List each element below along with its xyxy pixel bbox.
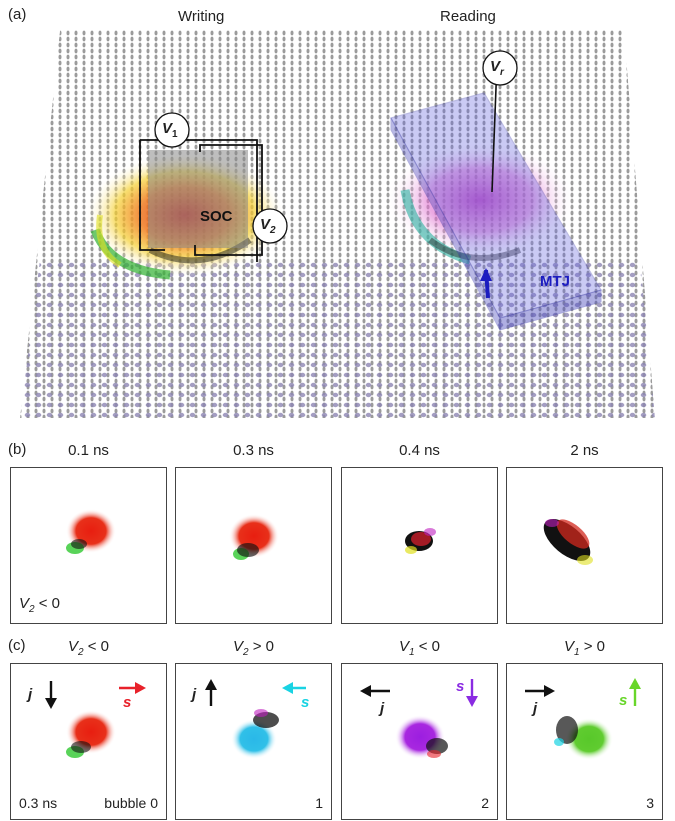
voltage-note: V2 < 0 — [19, 595, 61, 615]
time-label-1: 0.1 ns — [68, 442, 109, 459]
time-label-3: 0.4 ns — [399, 442, 440, 459]
snapshot-panel-c4: j s 3 — [506, 663, 663, 820]
snapshot-panel-b2 — [175, 467, 332, 624]
reading-bubble — [385, 142, 575, 265]
condition-title-1: V2 < 0 — [67, 638, 109, 658]
v1-callout — [154, 112, 190, 148]
v1-label: V1 — [162, 120, 178, 140]
j-label: j — [533, 700, 538, 717]
snapshot-panel-b3 — [341, 467, 498, 624]
j-label: j — [28, 686, 33, 703]
bubble-label-2: 2 — [481, 795, 489, 811]
bubble-image — [229, 514, 279, 560]
time-label-2: 0.3 ns — [233, 442, 274, 459]
snapshot-panel-c1: j s 0.3 ns bubble 0 — [10, 663, 167, 820]
j-label: j — [380, 700, 385, 717]
reading-title: Reading — [440, 8, 496, 25]
s-label: s — [456, 678, 465, 695]
condition-title-3: V1 < 0 — [398, 638, 440, 658]
condition-title-2: V2 > 0 — [232, 638, 274, 658]
bubble-image — [205, 679, 306, 759]
vr-label: Vr — [490, 58, 504, 78]
mtj-device — [390, 61, 602, 331]
v2-label: V2 — [260, 216, 276, 236]
bubble-image — [543, 519, 593, 565]
bubble-label-0: bubble 0 — [104, 795, 158, 811]
v2-callout — [252, 208, 288, 244]
bubble-image — [66, 509, 116, 554]
s-label: s — [301, 694, 310, 711]
panel-c-label: (c) — [8, 637, 26, 654]
condition-title-4: V1 > 0 — [563, 638, 605, 658]
bubble-image — [45, 681, 146, 758]
writing-title: Writing — [178, 8, 225, 25]
snapshot-panel-c2: j s 1 — [175, 663, 332, 820]
panel-b-label: (b) — [8, 441, 27, 458]
bubble-image — [360, 679, 478, 759]
soc-label: SOC — [200, 208, 233, 225]
bubble-image — [525, 678, 641, 760]
snapshot-panel-b4 — [506, 467, 663, 624]
mtj-label: MTJ — [540, 273, 570, 290]
soc-device — [139, 139, 263, 262]
time-note: 0.3 ns — [19, 795, 58, 811]
bubble-label-3: 3 — [646, 795, 654, 811]
snapshot-panel-b1: V2 < 0 — [10, 467, 167, 624]
s-label: s — [123, 694, 132, 711]
snapshot-panel-c3: j s 2 — [341, 663, 498, 820]
s-label: s — [619, 692, 628, 709]
bubble-label-1: 1 — [315, 795, 323, 811]
time-label-4: 2 ns — [570, 442, 599, 459]
vr-callout — [482, 50, 518, 86]
spin-lattice-diagram — [20, 30, 655, 418]
j-label: j — [192, 686, 197, 703]
bubble-image — [405, 528, 436, 554]
panel-a-label: (a) — [8, 6, 27, 23]
